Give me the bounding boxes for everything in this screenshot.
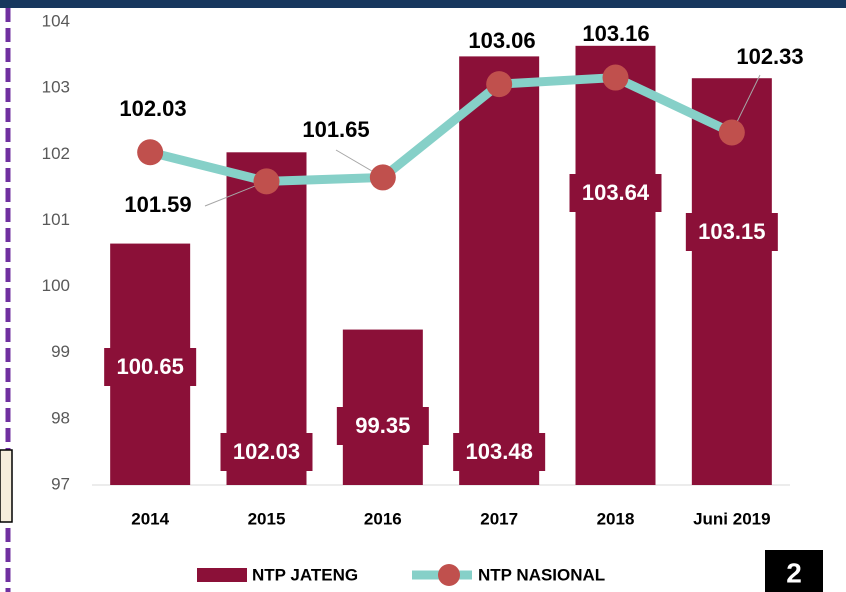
value-label: 103.06 [468, 28, 535, 53]
line [149, 73, 734, 186]
y-tick-label: 104 [42, 11, 70, 30]
page-number-box [765, 550, 823, 592]
y-tick-label: 103 [42, 78, 70, 97]
value-label-box [685, 213, 778, 251]
y-tick-label: 99 [51, 342, 70, 361]
value-label: 103.16 [582, 21, 649, 46]
x-tick-label: Juni 2019 [693, 509, 771, 528]
legend-label: NTP NASIONAL [478, 565, 605, 584]
value-label-box [220, 433, 313, 471]
marker [137, 139, 164, 166]
value-label: 102.03 [233, 439, 300, 464]
page-number: 2 [786, 557, 802, 588]
bar [226, 152, 307, 485]
value-label-box [104, 348, 197, 386]
value-label: 101.59 [124, 192, 191, 217]
x-tick-label: 2018 [597, 509, 635, 528]
marker [369, 164, 396, 191]
x-tick-label: 2016 [364, 509, 402, 528]
marker [718, 119, 745, 146]
value-label-box [336, 407, 429, 445]
marker [486, 71, 513, 98]
bar [691, 78, 772, 485]
marker [253, 168, 280, 195]
legend-label: NTP JATENG [252, 565, 358, 584]
y-tick-label: 102 [42, 144, 70, 163]
bar [459, 56, 540, 485]
value-label: 101.65 [302, 117, 369, 142]
y-tick-label: 101 [42, 210, 70, 229]
legend-swatch [197, 568, 247, 582]
y-tick-label: 100 [42, 276, 70, 295]
legend-marker [438, 564, 460, 586]
value-label: 99.35 [355, 413, 410, 438]
x-tick-label: 2014 [131, 509, 169, 528]
edge-box [0, 449, 13, 523]
marker [602, 64, 629, 91]
value-label: 103.64 [582, 180, 650, 205]
x-tick-label: 2015 [248, 509, 286, 528]
value-label: 103.48 [466, 439, 533, 464]
x-tick-label: 2017 [480, 509, 518, 528]
bar [575, 45, 656, 485]
y-tick-label: 98 [51, 408, 70, 427]
value-label-box [453, 433, 546, 471]
top-bar [0, 0, 846, 8]
value-label: 102.03 [119, 96, 186, 121]
value-label: 100.65 [117, 354, 184, 379]
value-label: 102.33 [736, 44, 803, 69]
y-tick-label: 97 [51, 474, 70, 493]
value-label: 103.15 [698, 219, 765, 244]
value-label-box [569, 174, 662, 212]
